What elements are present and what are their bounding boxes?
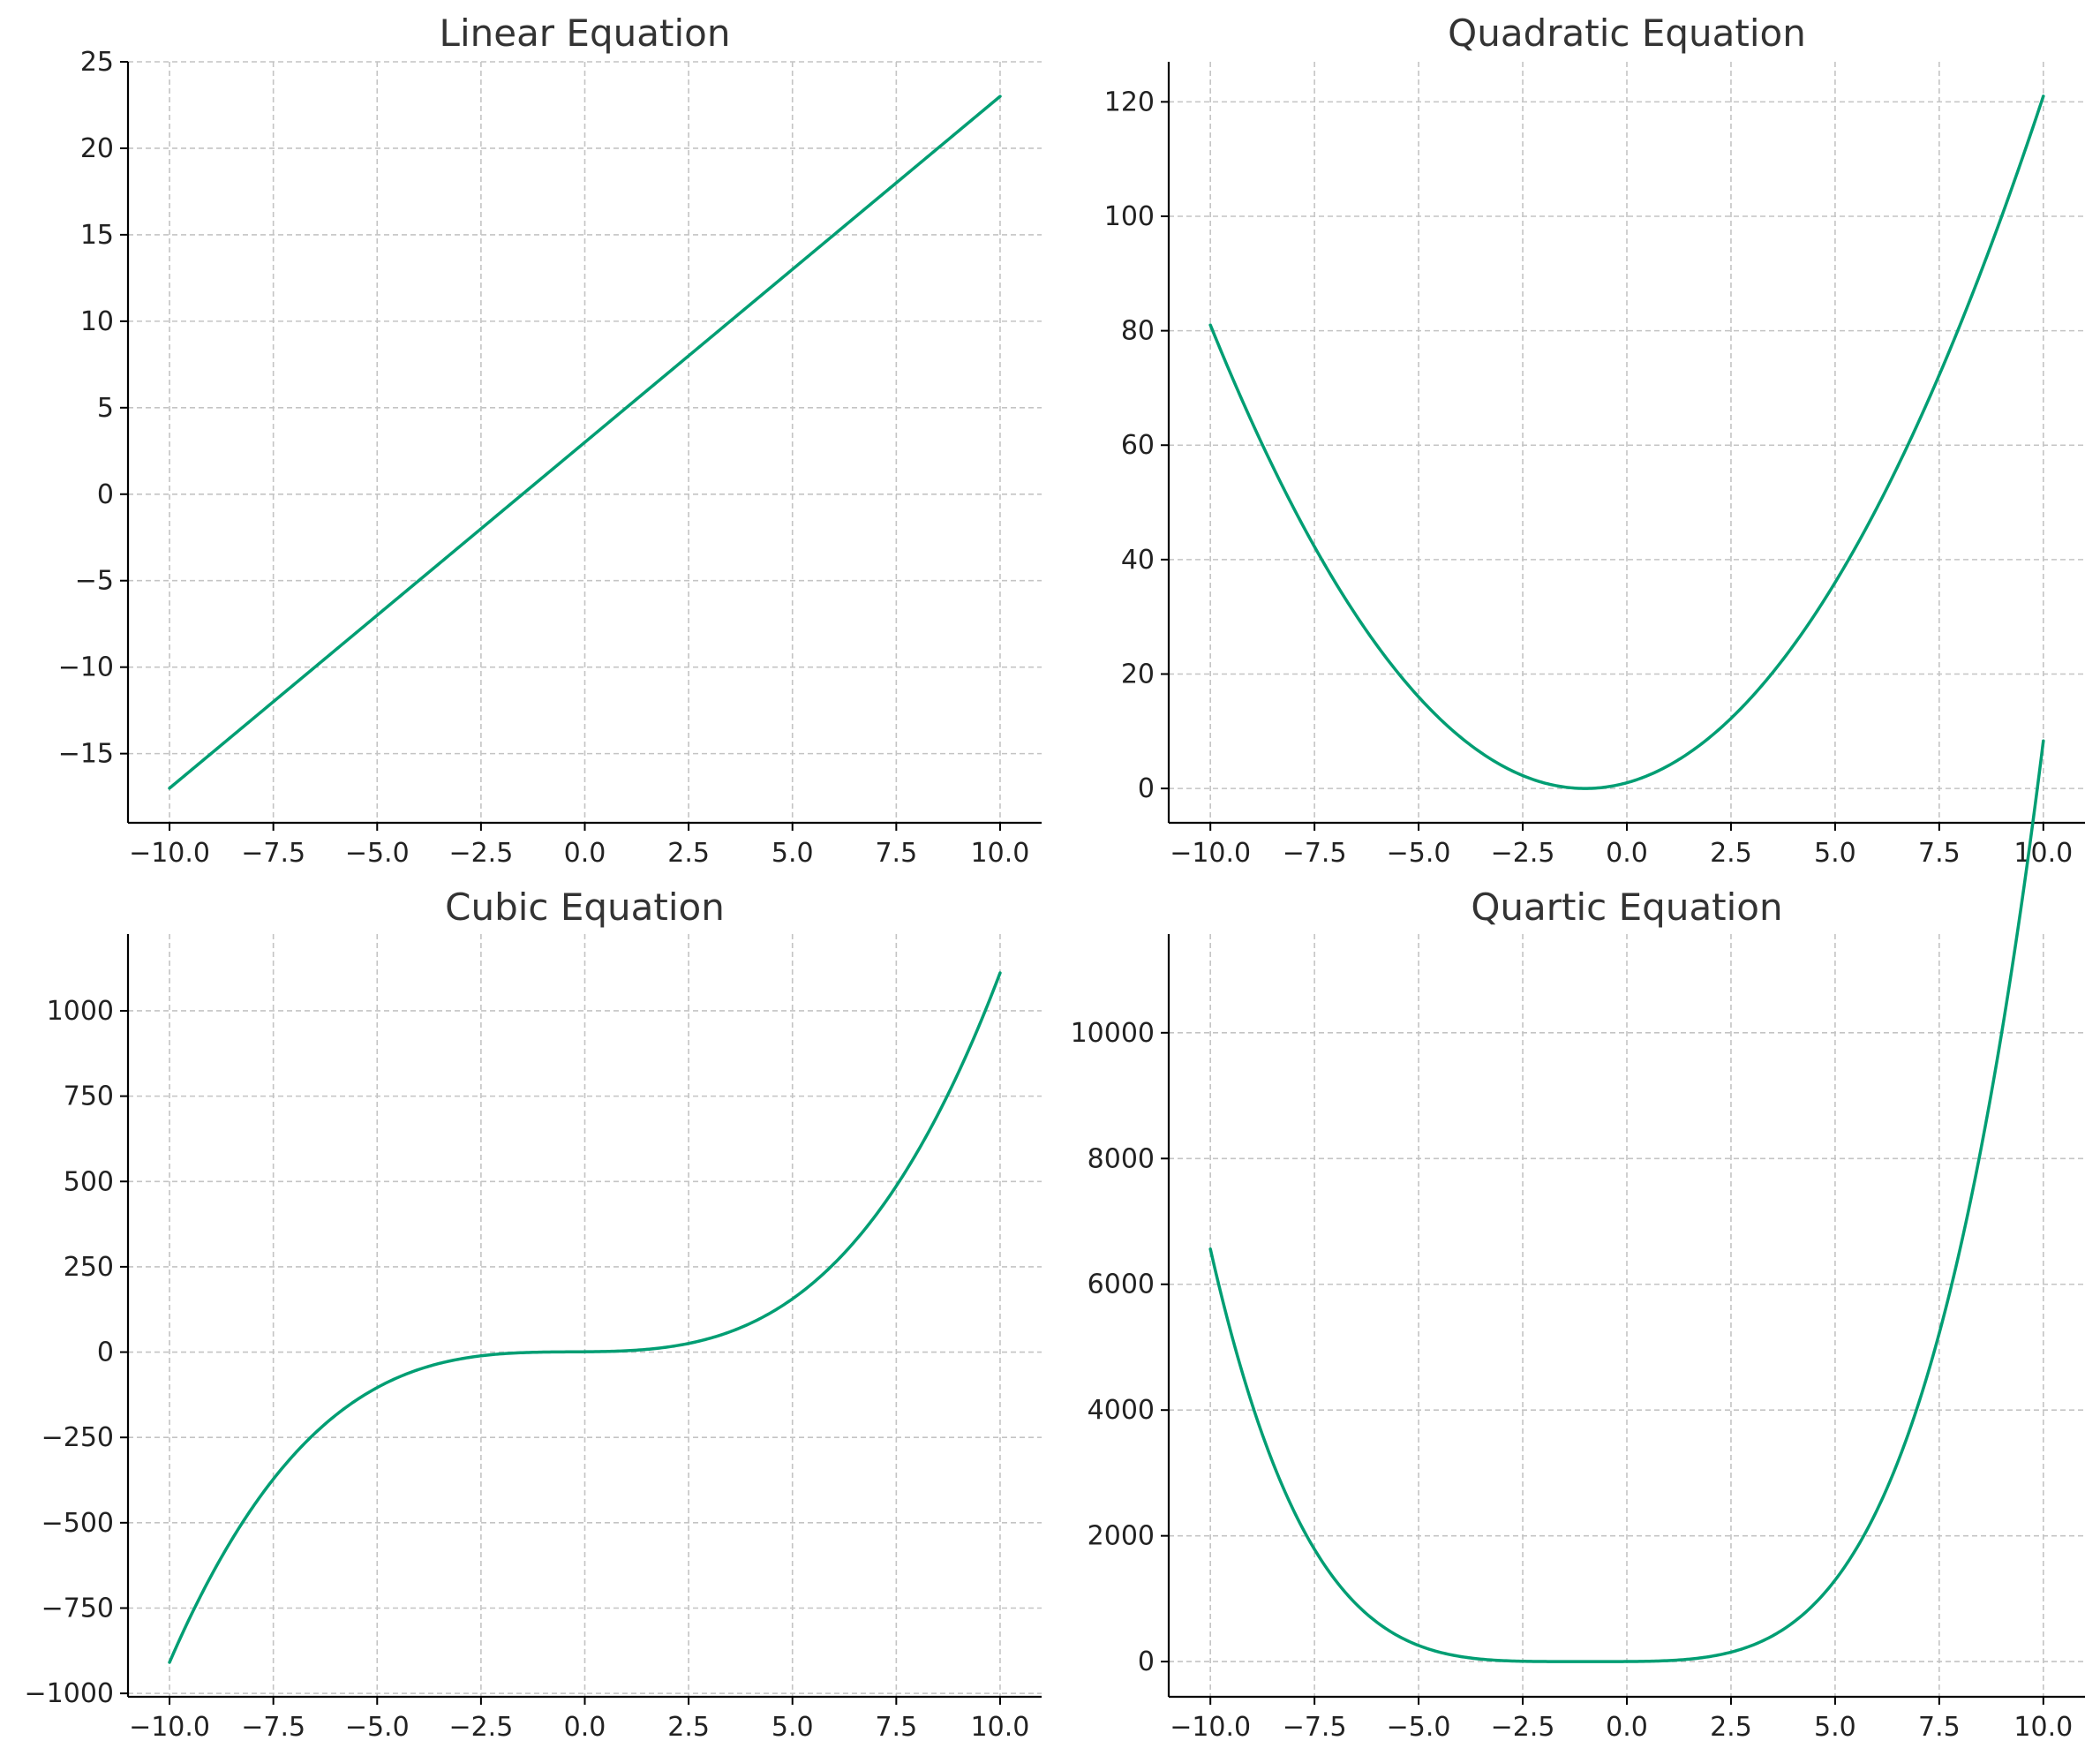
x-tick-label: 7.5 [1918, 838, 1961, 869]
y-tick-label: −15 [58, 739, 114, 770]
y-tick-label: 0 [97, 479, 114, 510]
y-tick-label: 10000 [1071, 1018, 1155, 1049]
x-tick-label: −2.5 [448, 838, 513, 869]
y-tick-label: −750 [41, 1593, 114, 1624]
y-tick-label: −500 [41, 1508, 114, 1539]
x-tick-label: −10.0 [1170, 838, 1251, 869]
x-tick-label: 2.5 [667, 1712, 710, 1743]
y-tick-label: 4000 [1088, 1395, 1155, 1426]
x-tick-label: 10.0 [2013, 1712, 2073, 1743]
x-tick-label: −10.0 [129, 838, 210, 869]
x-tick-label: 7.5 [1918, 1712, 1961, 1743]
x-tick-label: 0.0 [1606, 1712, 1648, 1743]
x-tick-label: −10.0 [1170, 1712, 1251, 1743]
x-tick-label: −5.0 [1387, 838, 1451, 869]
y-tick-label: −250 [41, 1422, 114, 1453]
x-tick-label: −5.0 [1387, 1712, 1451, 1743]
y-tick-label: 0 [97, 1337, 114, 1368]
x-tick-label: −7.5 [1283, 1712, 1347, 1743]
x-tick-label: 2.5 [1710, 1712, 1752, 1743]
x-tick-label: 7.5 [875, 838, 917, 869]
y-tick-label: 40 [1121, 545, 1155, 576]
x-tick-label: −2.5 [1491, 838, 1555, 869]
quadratic-chart-svg: Quadratic Equation −10.0 −7.5 −5.0 −2.5 0.0 2.… [1104, 11, 2085, 869]
x-tick-label: 10.0 [971, 1712, 1030, 1743]
x-tick-label: 5.0 [772, 838, 814, 869]
quadratic-equation-chart: Quadratic Equation −10.0 −7.5 −5.0 −2.5 0.0 2.… [1050, 0, 2100, 874]
quartic-chart-title: Quartic Equation [1471, 885, 1782, 929]
x-tick-label: 7.5 [875, 1712, 917, 1743]
x-tick-label: −7.5 [241, 838, 305, 869]
y-tick-label: −10 [58, 652, 114, 683]
y-tick-label: 20 [1121, 659, 1155, 689]
y-tick-label: 15 [80, 220, 114, 251]
quartic-series-line [1208, 739, 2045, 1663]
x-tick-label: 0.0 [564, 838, 606, 869]
y-tick-label: 25 [80, 47, 114, 78]
x-tick-label: 2.5 [1710, 838, 1752, 869]
y-tick-label: 10 [80, 306, 114, 337]
linear-chart-title: Linear Equation [440, 11, 731, 55]
x-tick-label: −10.0 [129, 1712, 210, 1743]
x-tick-label: −5.0 [345, 1712, 410, 1743]
y-tick-label: −5 [75, 566, 114, 597]
y-tick-label: 0 [1138, 1646, 1155, 1677]
linear-equation-chart: Linear Equation −10.0 −7.5 −5.0 −2.5 0.0 2.5 5.… [0, 0, 1050, 874]
quadratic-chart-title: Quadratic Equation [1448, 11, 1806, 55]
y-tick-label: 6000 [1088, 1270, 1155, 1300]
x-tick-label: 5.0 [1814, 1712, 1856, 1743]
x-tick-label: 2.5 [667, 838, 710, 869]
y-tick-label: 2000 [1088, 1521, 1155, 1552]
x-tick-label: −5.0 [345, 838, 410, 869]
x-tick-label: −2.5 [448, 1712, 513, 1743]
x-tick-label: 0.0 [1606, 838, 1648, 869]
x-tick-label: 5.0 [1814, 838, 1856, 869]
y-tick-label: 0 [1138, 773, 1155, 804]
cubic-series-line [168, 971, 1002, 1664]
x-tick-label: −7.5 [241, 1712, 305, 1743]
x-tick-label: 0.0 [564, 1712, 606, 1743]
y-tick-label: 80 [1121, 316, 1155, 347]
y-tick-label: 8000 [1088, 1143, 1155, 1174]
y-tick-label: 750 [64, 1081, 114, 1112]
linear-chart-svg: Linear Equation −10.0 −7.5 −5.0 −2.5 0.0 2.5 5.… [58, 11, 1042, 869]
y-tick-label: 100 [1104, 201, 1155, 232]
cubic-equation-chart: Cubic Equation −10.0 −7.5 −5.0 −2.5 0.0 2.5 5.0… [0, 874, 1050, 1748]
y-tick-label: 1000 [47, 996, 114, 1027]
x-tick-label: 10.0 [2013, 838, 2073, 869]
quadratic-series-line [1208, 94, 2045, 790]
x-tick-label: 5.0 [772, 1712, 814, 1743]
y-tick-label: 5 [97, 393, 114, 424]
linear-series-line [168, 94, 1002, 790]
cubic-chart-svg: Cubic Equation −10.0 −7.5 −5.0 −2.5 0.0 2.5 5.0… [25, 885, 1042, 1743]
y-tick-label: −1000 [25, 1678, 114, 1709]
quartic-equation-chart: Quartic Equation −10.0 −7.5 −5.0 −2.5 0.0 2.5 5… [1050, 739, 2100, 1748]
y-tick-label: 500 [64, 1166, 114, 1197]
y-tick-label: 20 [80, 133, 114, 164]
quartic-chart-svg: Quartic Equation −10.0 −7.5 −5.0 −2.5 0.0 2.5 5… [1071, 739, 2085, 1743]
x-tick-label: −7.5 [1283, 838, 1347, 869]
x-tick-label: −2.5 [1491, 1712, 1555, 1743]
y-tick-label: 250 [64, 1252, 114, 1283]
cubic-chart-title: Cubic Equation [445, 885, 725, 929]
y-tick-label: 120 [1104, 87, 1155, 117]
y-tick-label: 60 [1121, 430, 1155, 461]
x-tick-label: 10.0 [971, 838, 1030, 869]
